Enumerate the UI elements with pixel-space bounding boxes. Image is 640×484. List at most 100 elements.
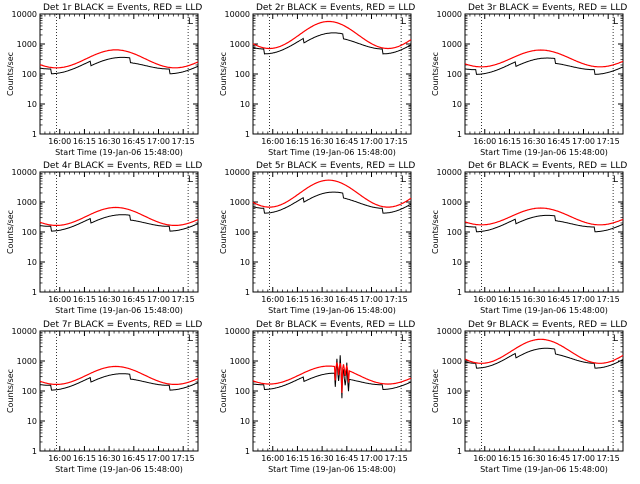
- x-tick-label: 16:30: [523, 137, 546, 146]
- x-tick-label: 16:30: [311, 454, 334, 463]
- x-tick-label: 16:45: [547, 454, 570, 463]
- y-tick-label: 1000: [230, 40, 250, 49]
- x-tick-label: 17:15: [385, 295, 408, 304]
- x-tick-label: 16:30: [311, 137, 334, 146]
- x-tick-label: 16:00: [473, 295, 496, 304]
- y-tick-label: 10: [240, 100, 250, 109]
- plot-frame: [39, 13, 199, 135]
- y-tick-label: 1: [457, 130, 462, 139]
- x-tick-label: 16:15: [286, 454, 309, 463]
- y-tick-label: 10: [452, 100, 462, 109]
- x-axis-label: Start Time (19-Jan-06 15:48:00): [268, 465, 396, 474]
- events-series-line: [252, 32, 412, 55]
- y-axis-label: Counts/sec: [219, 52, 228, 96]
- x-tick-label: 16:00: [473, 454, 496, 463]
- events-series-line: [464, 347, 624, 369]
- detector-panel: Det 9r BLACK = Events, RED = LLD L 1 10 100 1…: [431, 320, 627, 474]
- y-tick-label: 100: [447, 228, 462, 237]
- x-tick-label: 16:00: [48, 295, 71, 304]
- detector-panel: Det 3r BLACK = Events, RED = LLD L 1 10 100 1…: [431, 3, 627, 157]
- y-tick-label: 1000: [230, 198, 250, 207]
- x-tick-label: 16:15: [73, 295, 96, 304]
- y-tick-label: 10: [452, 258, 462, 267]
- lld-series-line: [39, 49, 199, 69]
- y-tick-label: 1000: [17, 40, 37, 49]
- x-tick-label: 17:00: [360, 454, 383, 463]
- panel-title: Det 5r BLACK = Events, RED = LLD: [256, 161, 415, 171]
- x-tick-label: 16:00: [261, 295, 284, 304]
- y-tick-label: 10: [27, 258, 37, 267]
- y-tick-label: 100: [22, 228, 37, 237]
- x-tick-label: 17:15: [597, 137, 620, 146]
- x-tick-label: 17:15: [597, 454, 620, 463]
- corner-mark: L: [188, 175, 193, 185]
- y-axis-label: Counts/sec: [431, 52, 440, 96]
- y-tick-label: 100: [447, 70, 462, 79]
- panel-title: Det 6r BLACK = Events, RED = LLD: [468, 161, 627, 171]
- x-tick-label: 16:00: [48, 137, 71, 146]
- x-tick-label: 16:30: [311, 295, 334, 304]
- x-tick-label: 17:00: [147, 295, 170, 304]
- x-tick-label: 16:15: [73, 137, 96, 146]
- x-tick-label: 17:00: [360, 137, 383, 146]
- plot-frame: [39, 171, 199, 293]
- y-tick-label: 10000: [225, 168, 250, 177]
- y-tick-label: 100: [235, 387, 250, 396]
- y-tick-label: 1: [457, 447, 462, 456]
- x-tick-label: 17:00: [147, 137, 170, 146]
- plot-frame: [252, 330, 412, 452]
- detector-panel: Det 5r BLACK = Events, RED = LLD L 1 10 100 1…: [219, 161, 415, 315]
- x-axis-label: Start Time (19-Jan-06 15:48:00): [480, 148, 608, 157]
- y-axis-label: Counts/sec: [431, 210, 440, 254]
- lld-series-line: [252, 179, 412, 208]
- x-axis-label: Start Time (19-Jan-06 15:48:00): [55, 306, 183, 315]
- x-axis-label: Start Time (19-Jan-06 15:48:00): [480, 465, 608, 474]
- y-tick-label: 1: [457, 288, 462, 297]
- detector-panel: Det 1r BLACK = Events, RED = LLD L 1 10 100 1…: [6, 3, 202, 157]
- x-tick-label: 16:30: [523, 454, 546, 463]
- panel-title: Det 2r BLACK = Events, RED = LLD: [256, 3, 415, 13]
- x-tick-label: 16:15: [498, 454, 521, 463]
- x-tick-label: 16:30: [98, 295, 121, 304]
- corner-mark: L: [188, 17, 193, 27]
- x-axis-label: Start Time (19-Jan-06 15:48:00): [55, 148, 183, 157]
- x-tick-label: 17:00: [360, 295, 383, 304]
- x-axis-label: Start Time (19-Jan-06 15:48:00): [55, 465, 183, 474]
- panel-title: Det 1r BLACK = Events, RED = LLD: [43, 3, 202, 13]
- x-tick-label: 16:45: [335, 137, 358, 146]
- y-tick-label: 10000: [12, 10, 37, 19]
- lld-series-line: [464, 338, 624, 364]
- events-series-line: [464, 214, 624, 233]
- detector-panel: Det 8r BLACK = Events, RED = LLD L 1 10 100 1…: [219, 320, 415, 474]
- y-tick-label: 100: [235, 228, 250, 237]
- events-series-line: [252, 191, 412, 214]
- x-tick-label: 17:15: [385, 454, 408, 463]
- plot-frame: [252, 171, 412, 293]
- y-tick-label: 10: [240, 417, 250, 426]
- y-tick-label: 1000: [442, 357, 462, 366]
- lld-series-line: [252, 20, 412, 50]
- x-tick-label: 16:30: [523, 295, 546, 304]
- y-axis-label: Counts/sec: [219, 369, 228, 413]
- y-axis-label: Counts/sec: [431, 369, 440, 413]
- events-series-line: [464, 57, 624, 75]
- x-tick-label: 16:15: [286, 295, 309, 304]
- lld-series-line: [464, 49, 624, 68]
- panel-title: Det 7r BLACK = Events, RED = LLD: [43, 320, 202, 330]
- x-tick-label: 17:00: [572, 295, 595, 304]
- y-tick-label: 1: [245, 130, 250, 139]
- y-tick-label: 10000: [12, 327, 37, 336]
- panel-title: Det 4r BLACK = Events, RED = LLD: [43, 161, 202, 171]
- detector-panel: Det 2r BLACK = Events, RED = LLD L 1 10 100 1…: [219, 3, 415, 157]
- y-tick-label: 100: [235, 70, 250, 79]
- x-axis-label: Start Time (19-Jan-06 15:48:00): [268, 306, 396, 315]
- plot-frame: [464, 330, 624, 452]
- y-tick-label: 10000: [225, 327, 250, 336]
- corner-mark: L: [401, 175, 406, 185]
- x-tick-label: 16:15: [73, 454, 96, 463]
- x-tick-label: 17:15: [172, 137, 195, 146]
- x-tick-label: 16:45: [122, 454, 145, 463]
- x-tick-label: 16:15: [286, 137, 309, 146]
- x-tick-label: 17:00: [572, 454, 595, 463]
- x-tick-label: 16:15: [498, 137, 521, 146]
